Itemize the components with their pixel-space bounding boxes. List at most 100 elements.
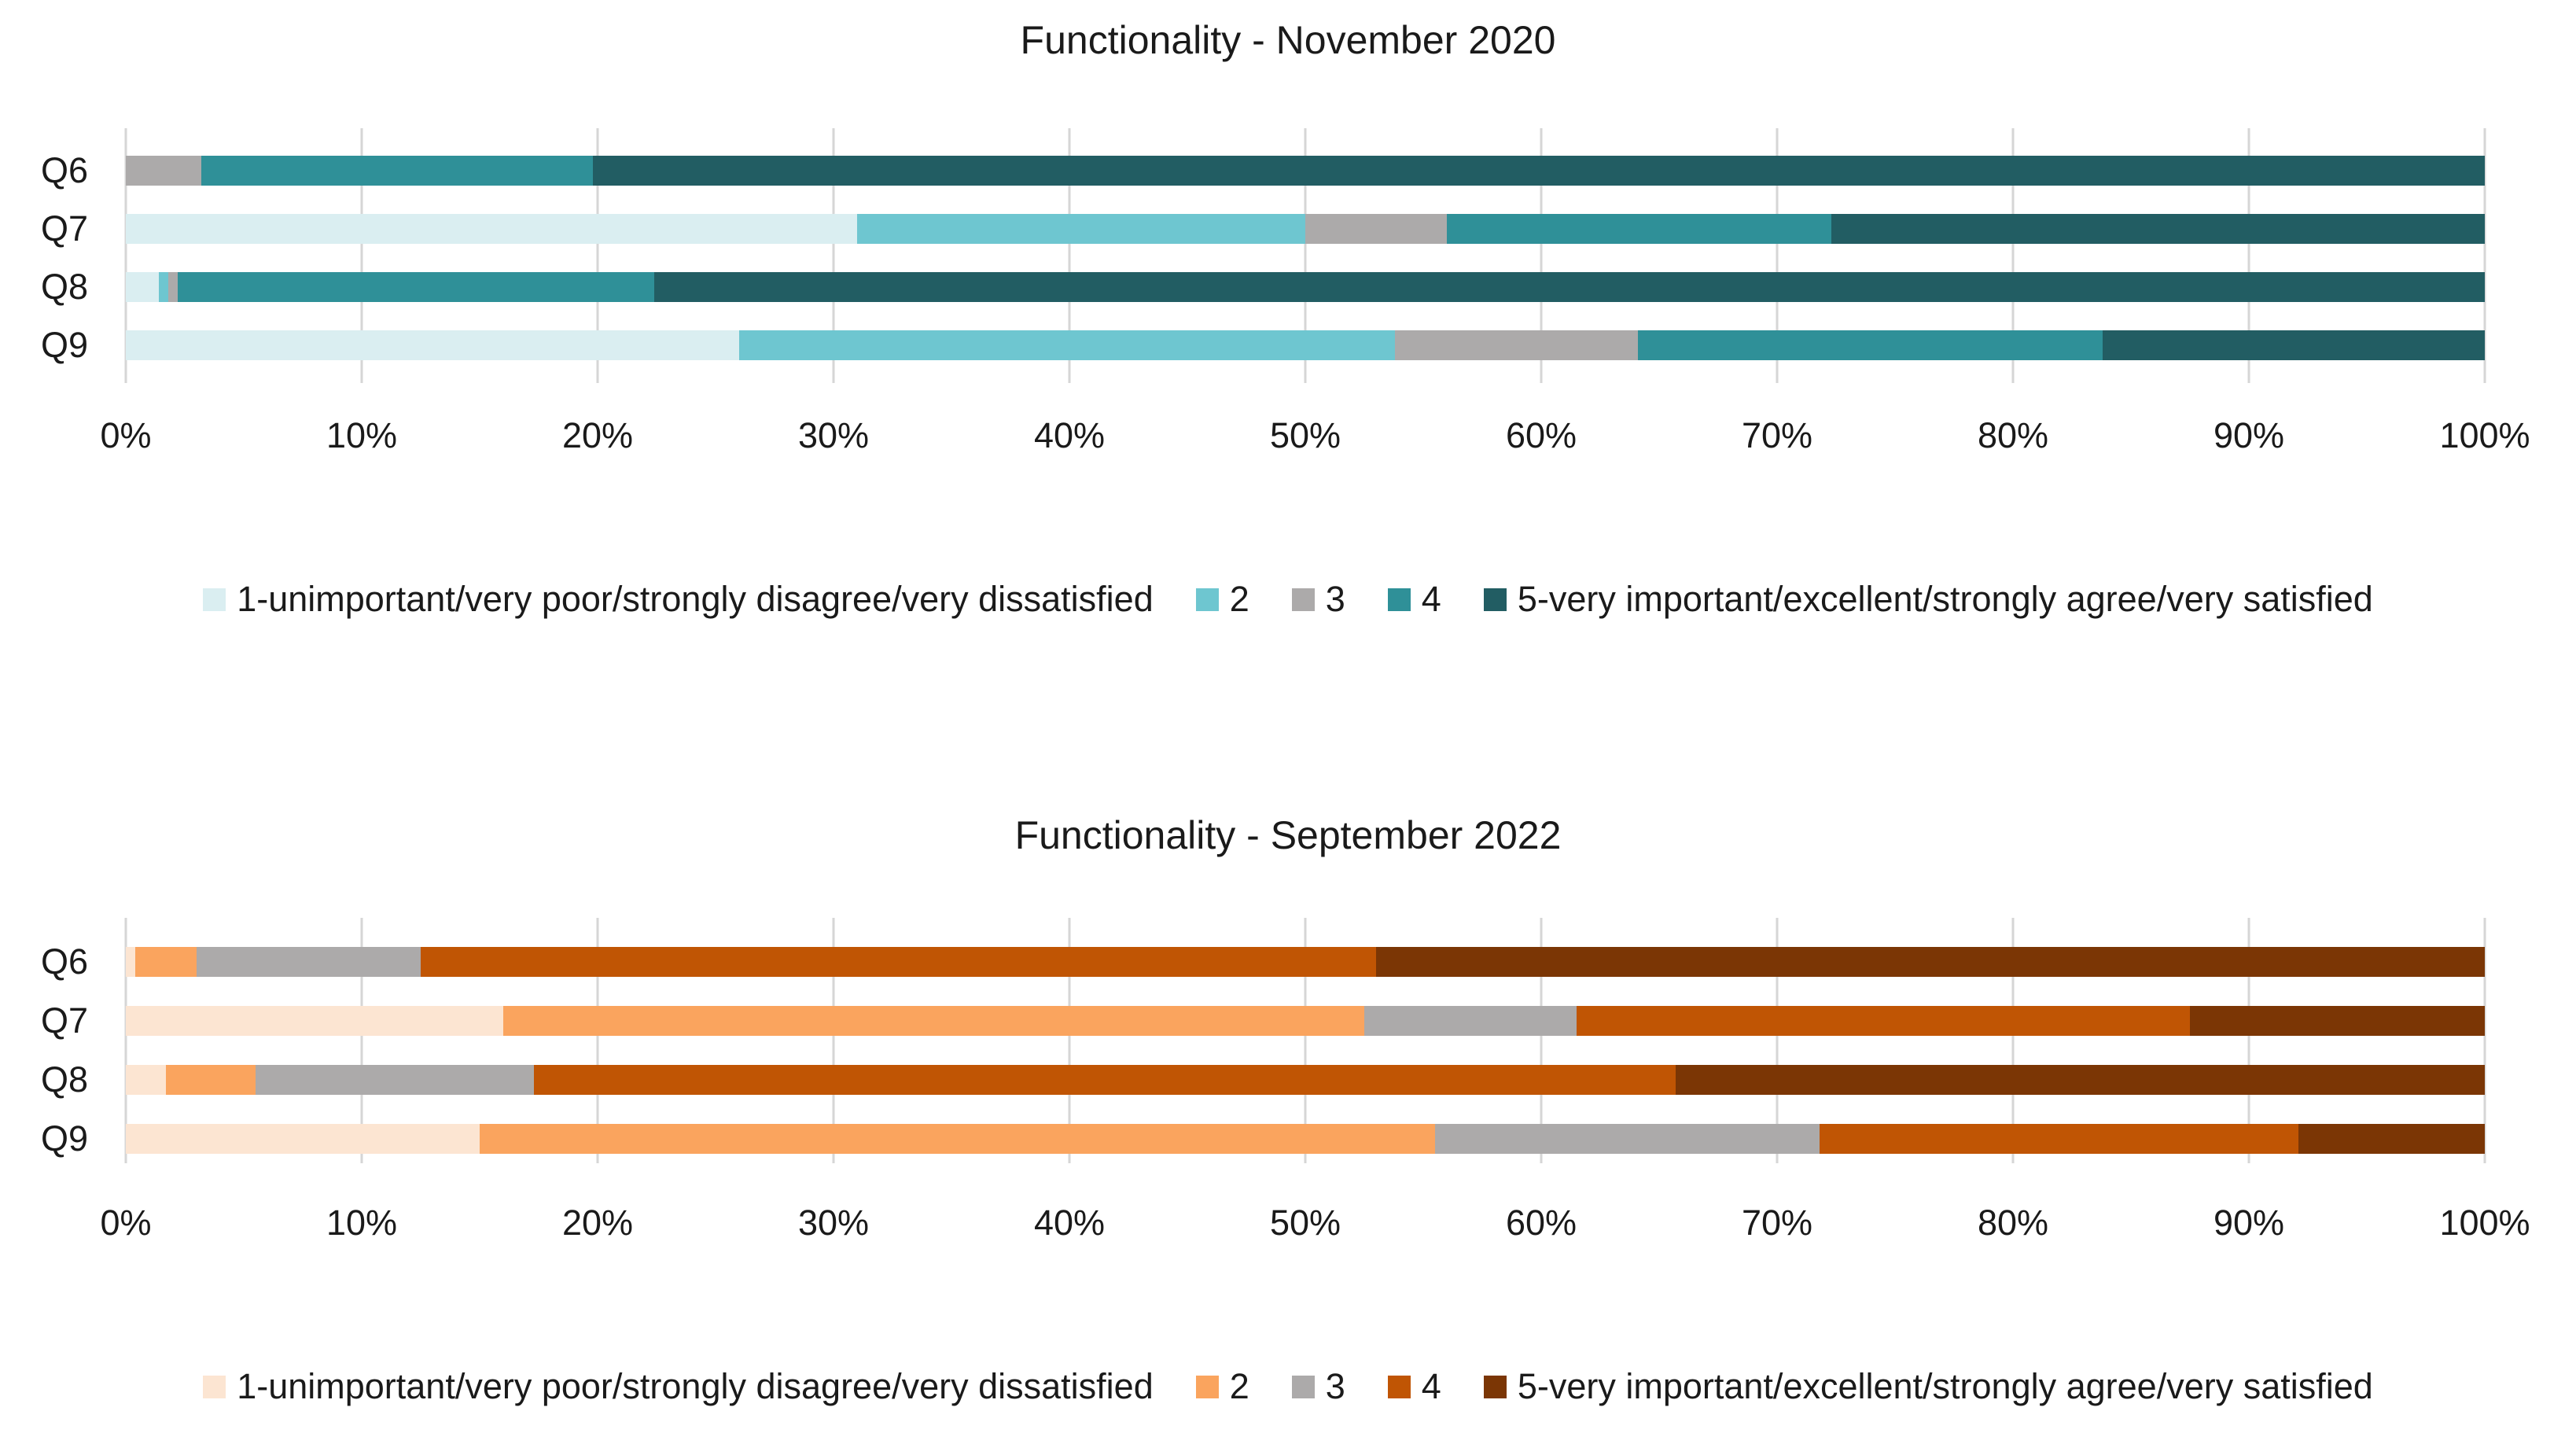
- bar-segment: [503, 1006, 1364, 1036]
- bar-segment: [1577, 1006, 2190, 1036]
- x-tick-label: 20%: [561, 1203, 634, 1243]
- chart-title: Functionality - November 2020: [1020, 18, 1556, 62]
- bar-segment: [126, 214, 857, 244]
- gridline: [1304, 918, 1307, 1163]
- bar-segment: [168, 272, 178, 302]
- x-tick-label: 100%: [2439, 415, 2530, 455]
- gridline: [2483, 918, 2486, 1163]
- gridline: [1540, 918, 1543, 1163]
- bar-segment: [126, 947, 135, 977]
- bar-row-q7: Q7: [41, 211, 2485, 246]
- chart-september-2022: Functionality - September 2022 Q6 Q7 Q8 Q9 …: [0, 716, 2576, 1433]
- gridline: [360, 128, 363, 383]
- x-tick-label: 20%: [561, 415, 634, 455]
- bar-segment: [135, 947, 197, 977]
- bar-segment: [126, 1006, 503, 1036]
- bar-segment: [126, 1065, 166, 1095]
- category-label: Q9: [40, 1118, 88, 1159]
- legend-item: 1-unimportant/very poor/strongly disagre…: [203, 1366, 1154, 1407]
- x-tick-label: 80%: [1977, 415, 2049, 455]
- bar-segment: [178, 272, 654, 302]
- x-tick-label: 100%: [2439, 1203, 2530, 1243]
- legend-label: 5-very important/excellent/strongly agre…: [1517, 1366, 2373, 1406]
- gridline: [1068, 128, 1071, 383]
- legend-item: 3: [1291, 579, 1345, 620]
- legend-item: 2: [1195, 1366, 1249, 1407]
- x-tick-label: 90%: [2213, 415, 2285, 455]
- legend-item: 3: [1291, 1366, 1345, 1407]
- bar-row-q9: Q9: [41, 327, 2485, 363]
- gridline: [124, 128, 127, 383]
- legend-label: 4: [1421, 1366, 1441, 1406]
- legend-swatch-icon: [203, 588, 226, 611]
- gridline: [832, 918, 835, 1163]
- bar-segment: [159, 272, 168, 302]
- x-tick-label: 70%: [1741, 1203, 1813, 1243]
- legend-swatch-icon: [1483, 588, 1507, 611]
- bar-segment: [1447, 214, 1831, 244]
- legend-label: 2: [1229, 1366, 1249, 1406]
- legend-swatch-icon: [1387, 588, 1411, 611]
- legend: 1-unimportant/very poor/strongly disagre…: [0, 579, 2576, 620]
- category-label: Q7: [40, 1000, 88, 1041]
- x-tick-label: 50%: [1269, 415, 1341, 455]
- gridline: [832, 128, 835, 383]
- legend-swatch-icon: [1195, 1375, 1219, 1398]
- gridline: [1540, 128, 1543, 383]
- gridline: [1776, 918, 1779, 1163]
- x-axis: 0% 10% 20% 30% 40% 50% 60% 70% 80% 90% 100%: [100, 415, 2530, 459]
- bar-segment: [1435, 1124, 1820, 1154]
- bar-row-q6: Q6: [41, 153, 2485, 188]
- gridline: [124, 918, 127, 1163]
- bar-segment: [166, 1065, 256, 1095]
- bar-segment: [654, 272, 2485, 302]
- bar-segment: [196, 947, 421, 977]
- bar-segment: [126, 1124, 480, 1154]
- x-axis: 0% 10% 20% 30% 40% 50% 60% 70% 80% 90% 100%: [100, 1203, 2530, 1247]
- legend-item: 5-very important/excellent/strongly agre…: [1483, 579, 2373, 620]
- x-tick-label: 60%: [1505, 1203, 1577, 1243]
- category-label: Q8: [40, 267, 88, 307]
- bar-segment: [1819, 1124, 2298, 1154]
- bar-segment: [1638, 330, 2103, 360]
- bar-segment: [593, 156, 2485, 186]
- x-tick-label: 10%: [326, 1203, 398, 1243]
- bar-segment: [739, 330, 1395, 360]
- category-label: Q6: [40, 150, 88, 190]
- legend: 1-unimportant/very poor/strongly disagre…: [0, 1366, 2576, 1407]
- gridline: [1068, 918, 1071, 1163]
- x-tick-label: 10%: [326, 415, 398, 455]
- bar-segment: [857, 214, 1305, 244]
- bar-segment: [126, 272, 159, 302]
- plot-area: Q6 Q7 Q8 Q9: [41, 128, 2486, 383]
- chart-november-2020: Functionality - November 2020 Q6 Q7 Q8 Q9 0…: [0, 0, 2576, 716]
- x-tick-label: 80%: [1977, 1203, 2049, 1243]
- bar-segment: [2298, 1124, 2485, 1154]
- gridline: [596, 918, 599, 1163]
- legend-swatch-icon: [1387, 1375, 1411, 1398]
- legend-swatch-icon: [203, 1375, 226, 1398]
- x-tick-label: 40%: [1033, 1203, 1106, 1243]
- gridline: [2247, 128, 2250, 383]
- legend-item: 1-unimportant/very poor/strongly disagre…: [203, 579, 1154, 620]
- gridline: [1776, 128, 1779, 383]
- gridline: [2247, 918, 2250, 1163]
- bar-row-q7: Q7: [41, 1003, 2485, 1038]
- x-tick-label: 40%: [1033, 415, 1106, 455]
- legend-swatch-icon: [1291, 1375, 1315, 1398]
- bar-segment: [1375, 947, 2485, 977]
- legend-item: 5-very important/excellent/strongly agre…: [1483, 1366, 2373, 1407]
- bar-segment: [1831, 214, 2485, 244]
- legend-label: 4: [1421, 579, 1441, 619]
- bar-segment: [256, 1065, 534, 1095]
- legend-label: 1-unimportant/very poor/strongly disagre…: [237, 1366, 1154, 1406]
- category-label: Q6: [40, 941, 88, 982]
- gridline: [360, 918, 363, 1163]
- x-tick-label: 50%: [1269, 1203, 1341, 1243]
- bar-segment: [201, 156, 593, 186]
- x-tick-label: 70%: [1741, 415, 1813, 455]
- category-label: Q7: [40, 208, 88, 249]
- legend-label: 5-very important/excellent/strongly agre…: [1517, 579, 2373, 619]
- legend-swatch-icon: [1291, 588, 1315, 611]
- legend-item: 4: [1387, 579, 1441, 620]
